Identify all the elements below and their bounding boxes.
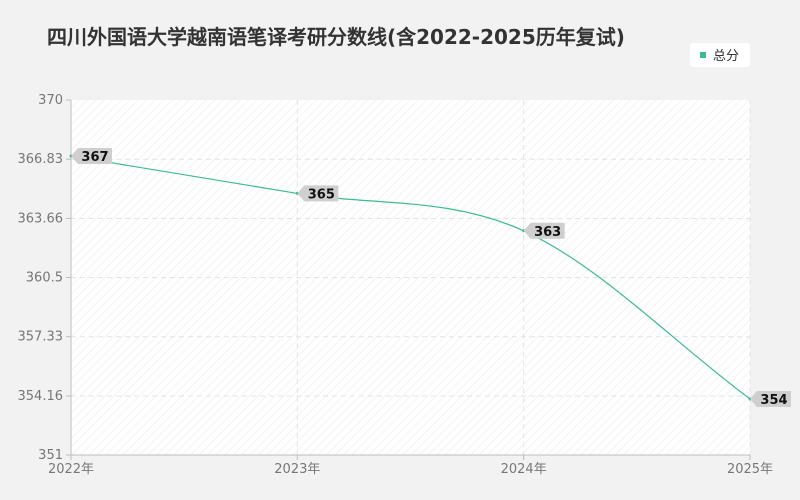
y-tick-label: 370 — [38, 93, 63, 108]
y-tick-label: 354.16 — [18, 389, 64, 404]
data-label-bg — [523, 222, 565, 239]
data-label: 367 — [81, 150, 108, 165]
series-line — [70, 155, 751, 400]
legend-marker-icon — [700, 52, 706, 58]
data-label-bg — [71, 148, 112, 165]
plot-area-background — [71, 100, 750, 455]
legend[interactable]: 总分 — [690, 43, 750, 67]
x-tick-label: 2025年 — [727, 462, 773, 477]
x-axis-ticks: 2022年 2023年 2024年 2025年 — [48, 455, 773, 477]
data-label: 365 — [308, 187, 335, 202]
y-tick-label: 366.83 — [18, 152, 64, 167]
data-label: 354 — [760, 393, 787, 408]
chart-title: 四川外国语大学越南语笔译考研分数线(含2022-2025历年复试) — [47, 25, 625, 49]
data-label-bg — [750, 390, 791, 407]
x-tick-label: 2022年 — [48, 462, 94, 477]
x-tick-label: 2023年 — [274, 462, 320, 477]
y-tick-label: 357.33 — [18, 330, 64, 345]
legend-box — [690, 43, 750, 67]
data-labels: 367 365 363 354 — [71, 148, 791, 408]
legend-item-label: 总分 — [713, 49, 739, 64]
y-axis-ticks: 370 366.83 363.66 360.5 357.33 354.16 351 — [18, 93, 71, 463]
x-tick-label: 2024年 — [501, 462, 547, 477]
data-label: 363 — [534, 225, 561, 240]
y-tick-label: 363.66 — [18, 211, 64, 226]
y-tick-label: 360.5 — [26, 271, 63, 286]
data-label-bg — [297, 185, 339, 202]
y-tick-label: 351 — [38, 448, 63, 463]
